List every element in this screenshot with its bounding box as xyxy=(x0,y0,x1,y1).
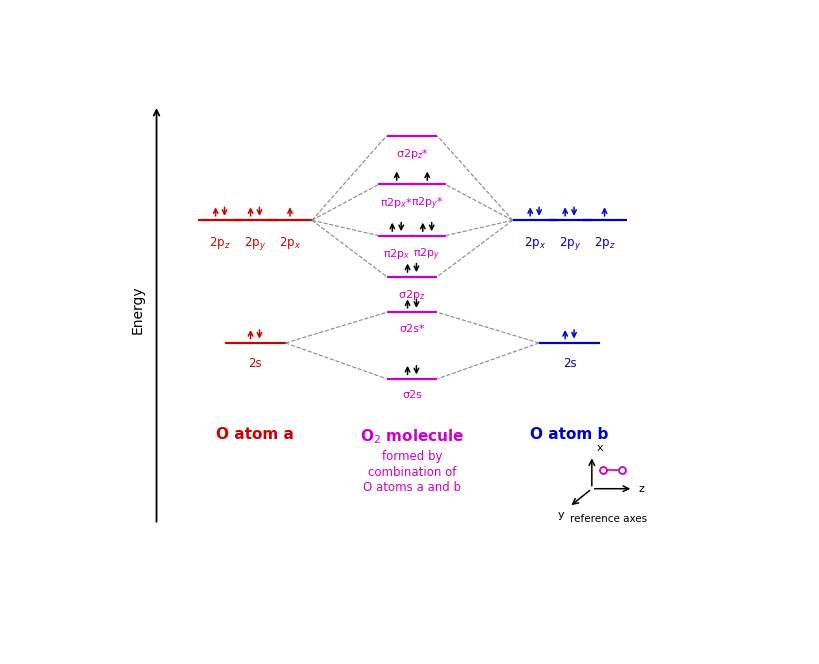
Text: π2p$_x$: π2p$_x$ xyxy=(382,247,410,261)
Text: 2p$_x$: 2p$_x$ xyxy=(523,234,545,250)
Text: O atom a: O atom a xyxy=(216,428,293,442)
Text: 2p$_y$: 2p$_y$ xyxy=(244,234,265,252)
Text: O atoms a and b: O atoms a and b xyxy=(363,481,460,494)
Text: 2p$_y$: 2p$_y$ xyxy=(558,234,580,252)
Text: 2s: 2s xyxy=(562,357,576,371)
Text: σ2p$_z$: σ2p$_z$ xyxy=(398,288,425,301)
Text: 2p$_x$: 2p$_x$ xyxy=(278,234,301,250)
Text: σ2p$_z$*: σ2p$_z$* xyxy=(395,147,428,161)
Text: O atom b: O atom b xyxy=(530,428,608,442)
Text: combination of: combination of xyxy=(368,465,455,479)
Text: z: z xyxy=(637,483,643,494)
Text: π2p$_x$*: π2p$_x$* xyxy=(380,196,413,210)
Text: 2p$_z$: 2p$_z$ xyxy=(209,234,231,250)
Text: formed by: formed by xyxy=(382,450,441,463)
Text: σ2s: σ2s xyxy=(401,390,422,400)
Text: 2p$_z$: 2p$_z$ xyxy=(593,234,614,250)
Text: y: y xyxy=(557,509,563,519)
Text: 2s: 2s xyxy=(248,357,261,371)
Text: σ2s*: σ2s* xyxy=(399,323,424,333)
Text: reference axes: reference axes xyxy=(569,514,646,525)
Text: π2p$_y$: π2p$_y$ xyxy=(413,247,441,263)
Text: x: x xyxy=(596,443,603,453)
Text: π2p$_y$*: π2p$_y$* xyxy=(410,196,443,212)
Text: Energy: Energy xyxy=(130,286,144,334)
Text: O$_2$ molecule: O$_2$ molecule xyxy=(360,428,464,446)
